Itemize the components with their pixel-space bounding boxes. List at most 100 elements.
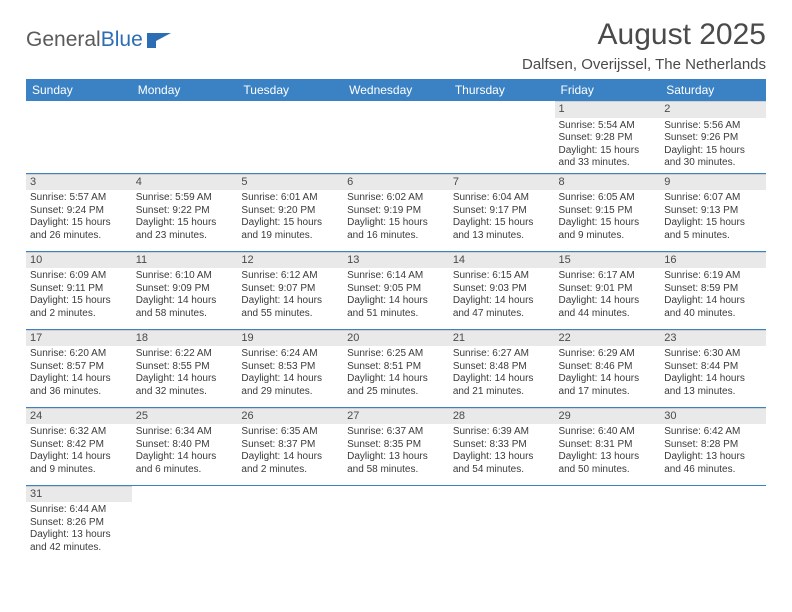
day-line-d1: Daylight: 14 hours [136, 373, 234, 386]
day-line-set: Sunset: 9:28 PM [559, 132, 657, 145]
day-line-set: Sunset: 9:03 PM [453, 283, 551, 296]
calendar-cell: 22Sunrise: 6:29 AMSunset: 8:46 PMDayligh… [555, 329, 661, 407]
day-line-rise: Sunrise: 6:37 AM [347, 426, 445, 439]
day-line-rise: Sunrise: 6:29 AM [559, 348, 657, 361]
day-line-d2: and 40 minutes. [664, 308, 762, 321]
day-line-set: Sunset: 9:07 PM [241, 283, 339, 296]
day-body: Sunrise: 6:14 AMSunset: 9:05 PMDaylight:… [343, 268, 449, 322]
day-line-rise: Sunrise: 6:35 AM [241, 426, 339, 439]
day-body: Sunrise: 6:09 AMSunset: 9:11 PMDaylight:… [26, 268, 132, 322]
calendar-head: SundayMondayTuesdayWednesdayThursdayFrid… [26, 79, 766, 101]
day-line-rise: Sunrise: 6:39 AM [453, 426, 551, 439]
day-line-d1: Daylight: 14 hours [453, 295, 551, 308]
day-line-d1: Daylight: 14 hours [241, 295, 339, 308]
day-line-d1: Daylight: 14 hours [559, 373, 657, 386]
day-number: 15 [555, 252, 661, 269]
day-line-set: Sunset: 9:17 PM [453, 205, 551, 218]
day-body: Sunrise: 6:30 AMSunset: 8:44 PMDaylight:… [660, 346, 766, 400]
day-line-d2: and 33 minutes. [559, 157, 657, 170]
day-line-set: Sunset: 9:22 PM [136, 205, 234, 218]
logo-flag-icon [147, 31, 173, 49]
day-line-d2: and 5 minutes. [664, 230, 762, 243]
day-line-d2: and 16 minutes. [347, 230, 445, 243]
calendar-cell: 10Sunrise: 6:09 AMSunset: 9:11 PMDayligh… [26, 251, 132, 329]
day-line-set: Sunset: 8:51 PM [347, 361, 445, 374]
calendar-cell-empty [449, 101, 555, 173]
day-body: Sunrise: 6:01 AMSunset: 9:20 PMDaylight:… [237, 190, 343, 244]
day-line-set: Sunset: 8:33 PM [453, 439, 551, 452]
day-line-set: Sunset: 9:20 PM [241, 205, 339, 218]
day-line-d2: and 17 minutes. [559, 386, 657, 399]
day-line-d2: and 44 minutes. [559, 308, 657, 321]
day-line-d1: Daylight: 14 hours [347, 295, 445, 308]
day-line-rise: Sunrise: 6:22 AM [136, 348, 234, 361]
calendar-cell: 19Sunrise: 6:24 AMSunset: 8:53 PMDayligh… [237, 329, 343, 407]
day-line-rise: Sunrise: 6:15 AM [453, 270, 551, 283]
day-line-d2: and 55 minutes. [241, 308, 339, 321]
day-line-rise: Sunrise: 6:30 AM [664, 348, 762, 361]
day-line-d2: and 58 minutes. [347, 464, 445, 477]
day-line-d2: and 47 minutes. [453, 308, 551, 321]
day-number: 12 [237, 252, 343, 269]
day-body: Sunrise: 6:24 AMSunset: 8:53 PMDaylight:… [237, 346, 343, 400]
calendar-cell: 20Sunrise: 6:25 AMSunset: 8:51 PMDayligh… [343, 329, 449, 407]
day-line-d1: Daylight: 14 hours [136, 295, 234, 308]
day-number: 25 [132, 408, 238, 425]
calendar-cell: 17Sunrise: 6:20 AMSunset: 8:57 PMDayligh… [26, 329, 132, 407]
day-number: 2 [660, 101, 766, 118]
day-line-d2: and 46 minutes. [664, 464, 762, 477]
day-line-rise: Sunrise: 6:10 AM [136, 270, 234, 283]
day-line-set: Sunset: 9:13 PM [664, 205, 762, 218]
day-line-set: Sunset: 9:15 PM [559, 205, 657, 218]
day-line-d2: and 42 minutes. [30, 542, 128, 555]
day-line-rise: Sunrise: 6:42 AM [664, 426, 762, 439]
calendar-cell: 8Sunrise: 6:05 AMSunset: 9:15 PMDaylight… [555, 173, 661, 251]
day-body: Sunrise: 6:20 AMSunset: 8:57 PMDaylight:… [26, 346, 132, 400]
day-line-d1: Daylight: 15 hours [30, 217, 128, 230]
day-body: Sunrise: 6:04 AMSunset: 9:17 PMDaylight:… [449, 190, 555, 244]
day-body: Sunrise: 6:35 AMSunset: 8:37 PMDaylight:… [237, 424, 343, 478]
day-line-d2: and 2 minutes. [241, 464, 339, 477]
location-subtitle: Dalfsen, Overijssel, The Netherlands [522, 56, 766, 73]
day-body: Sunrise: 6:07 AMSunset: 9:13 PMDaylight:… [660, 190, 766, 244]
day-line-set: Sunset: 9:09 PM [136, 283, 234, 296]
day-body: Sunrise: 6:19 AMSunset: 8:59 PMDaylight:… [660, 268, 766, 322]
day-line-d1: Daylight: 14 hours [241, 373, 339, 386]
calendar-cell-empty [26, 101, 132, 173]
day-number: 14 [449, 252, 555, 269]
day-line-d1: Daylight: 15 hours [241, 217, 339, 230]
calendar-row: 24Sunrise: 6:32 AMSunset: 8:42 PMDayligh… [26, 407, 766, 485]
day-number: 20 [343, 330, 449, 347]
calendar-cell: 18Sunrise: 6:22 AMSunset: 8:55 PMDayligh… [132, 329, 238, 407]
day-line-d1: Daylight: 13 hours [559, 451, 657, 464]
day-line-d1: Daylight: 15 hours [453, 217, 551, 230]
day-line-set: Sunset: 8:28 PM [664, 439, 762, 452]
day-line-set: Sunset: 9:24 PM [30, 205, 128, 218]
calendar-cell: 21Sunrise: 6:27 AMSunset: 8:48 PMDayligh… [449, 329, 555, 407]
day-number: 1 [555, 101, 661, 118]
day-line-set: Sunset: 9:19 PM [347, 205, 445, 218]
day-line-rise: Sunrise: 6:20 AM [30, 348, 128, 361]
day-body: Sunrise: 6:22 AMSunset: 8:55 PMDaylight:… [132, 346, 238, 400]
calendar-cell-empty [132, 485, 238, 563]
day-header: Wednesday [343, 79, 449, 101]
calendar-body: 1Sunrise: 5:54 AMSunset: 9:28 PMDaylight… [26, 101, 766, 563]
day-line-d1: Daylight: 14 hours [664, 373, 762, 386]
calendar-cell: 9Sunrise: 6:07 AMSunset: 9:13 PMDaylight… [660, 173, 766, 251]
day-line-rise: Sunrise: 6:05 AM [559, 192, 657, 205]
day-line-d2: and 29 minutes. [241, 386, 339, 399]
page-header: GeneralBlue August 2025 Dalfsen, Overijs… [26, 18, 766, 73]
day-header: Friday [555, 79, 661, 101]
day-line-set: Sunset: 9:05 PM [347, 283, 445, 296]
logo-word-1: General [26, 28, 101, 51]
calendar-cell: 24Sunrise: 6:32 AMSunset: 8:42 PMDayligh… [26, 407, 132, 485]
calendar-cell-empty [555, 485, 661, 563]
day-body: Sunrise: 6:42 AMSunset: 8:28 PMDaylight:… [660, 424, 766, 478]
day-line-d2: and 9 minutes. [30, 464, 128, 477]
day-line-set: Sunset: 8:37 PM [241, 439, 339, 452]
day-line-d1: Daylight: 14 hours [453, 373, 551, 386]
day-number: 29 [555, 408, 661, 425]
day-line-d2: and 2 minutes. [30, 308, 128, 321]
day-line-rise: Sunrise: 6:44 AM [30, 504, 128, 517]
day-line-d1: Daylight: 14 hours [559, 295, 657, 308]
